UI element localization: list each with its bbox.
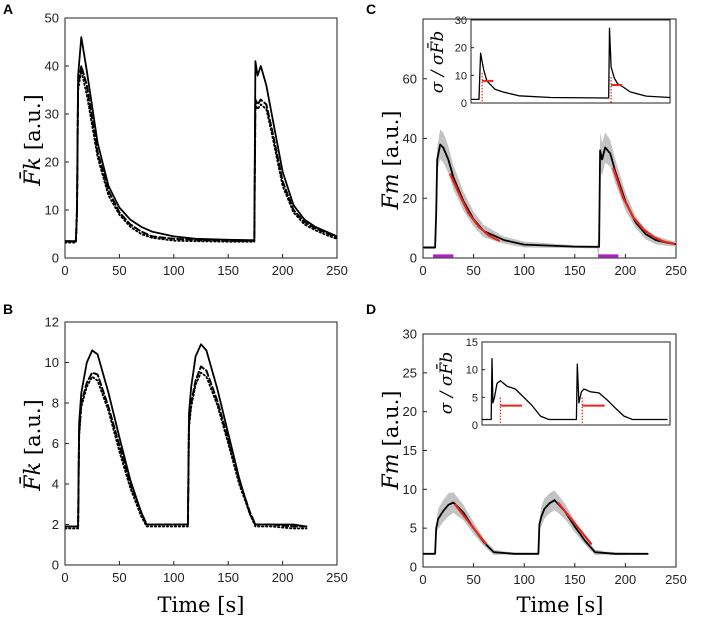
x-tick-label: 100 [513, 572, 535, 587]
y-tick-label: 15 [403, 443, 417, 458]
inset-y-tick-label: 5 [472, 392, 478, 404]
x-tick-label: 150 [564, 263, 586, 278]
x-tick-label: 250 [326, 570, 348, 585]
y-tick-label: 20 [45, 155, 59, 170]
inset-y-tick-label: 0 [461, 98, 467, 110]
y-tick-label: 20 [403, 191, 417, 206]
y-tick-label: 0 [410, 251, 417, 266]
x-tick-label: 150 [217, 570, 239, 585]
inset-y-axis-label: σ / σF̄b [426, 31, 448, 93]
data-layer [423, 129, 676, 258]
x-tick-label: 0 [61, 263, 68, 278]
y-tick-label: 4 [52, 477, 59, 492]
y-tick-label: 60 [403, 71, 417, 86]
inset-data-layer [471, 27, 670, 103]
panel-label: A [3, 1, 13, 17]
x-tick-label: 100 [513, 263, 535, 278]
inset-series-ratio [482, 357, 668, 421]
y-tick-label: 0 [410, 560, 417, 575]
panel-c: C 0 50 100 150 200 250 0 20 40 60 Fm [a.u.] 0 10 20 30 σ… [366, 1, 687, 278]
panel-b: B 0 50 100 150 200 250 0 2 4 6 8 10 12 F̄k [a.u.] Time … [3, 301, 348, 617]
inset-data-layer [482, 357, 668, 425]
x-tick-label: 50 [112, 570, 126, 585]
series-dashed [65, 365, 308, 528]
y-tick-label: 8 [52, 396, 59, 411]
inset-y-tick-label: 10 [466, 365, 478, 377]
inset-y-tick-label: 15 [466, 337, 478, 349]
panel-label: C [366, 1, 376, 17]
x-tick-label: 250 [326, 263, 348, 278]
y-tick-label: 6 [52, 436, 59, 451]
y-tick-label: 2 [52, 517, 59, 532]
series-mean [423, 499, 649, 555]
y-tick-label: 0 [52, 558, 59, 573]
series-solid [65, 36, 337, 243]
x-tick-label: 200 [272, 570, 294, 585]
x-tick-label: 200 [615, 572, 637, 587]
inset-y-tick-label: 20 [455, 43, 467, 55]
series-dotted [65, 69, 337, 244]
x-tick-label: 200 [272, 263, 294, 278]
plot-frame [64, 17, 338, 259]
x-tick-label: 100 [163, 263, 185, 278]
x-tick-label: 0 [419, 263, 426, 278]
x-axis-label: Time [s] [517, 593, 604, 617]
y-tick-label: 25 [403, 365, 417, 380]
series-dashed [65, 65, 337, 243]
y-tick-label: 5 [410, 521, 417, 536]
x-tick-label: 250 [665, 572, 687, 587]
series-exp_fit_2 [612, 167, 676, 245]
x-tick-label: 50 [466, 572, 480, 587]
inset-d: 0 5 10 15 σ / σF̄b [435, 337, 671, 432]
inset-c: 0 10 20 30 σ / σF̄b [426, 15, 671, 110]
panel-a: A 0 50 100 150 200 250 0 10 20 30 40 50 F̄k [a.u.] [3, 1, 348, 278]
y-axis-label: F̄k [a.u.] [19, 399, 46, 491]
x-tick-label: 50 [466, 263, 480, 278]
data-layer [65, 36, 337, 244]
x-tick-label: 200 [615, 263, 637, 278]
inset-frame [470, 19, 671, 104]
data-layer [423, 490, 649, 556]
y-tick-label: 40 [403, 131, 417, 146]
panel-label: D [366, 301, 376, 317]
y-axis-label: Fm [a.u.] [379, 391, 404, 491]
x-tick-label: 0 [61, 570, 68, 585]
x-tick-label: 150 [564, 572, 586, 587]
y-axis-label: Fm [a.u.] [379, 111, 404, 211]
series-dotted [65, 371, 308, 530]
x-tick-label: 250 [665, 263, 687, 278]
y-tick-label: 30 [45, 107, 59, 122]
y-tick-label: 0 [52, 251, 59, 266]
inset-y-tick-label: 0 [472, 420, 478, 432]
x-tick-label: 100 [163, 570, 185, 585]
x-tick-label: 0 [419, 572, 426, 587]
series-linear_fit_1 [454, 503, 487, 545]
series-exp_fit_1 [449, 173, 500, 242]
y-tick-label: 20 [403, 404, 417, 419]
series-linear_fit_2 [557, 502, 593, 545]
y-tick-label: 10 [45, 203, 59, 218]
y-tick-label: 50 [45, 11, 59, 26]
sd-band [423, 490, 648, 556]
y-tick-label: 10 [403, 482, 417, 497]
inset-y-tick-label: 10 [455, 70, 467, 82]
y-tick-label: 40 [45, 59, 59, 74]
inset-y-tick-label: 30 [455, 15, 467, 27]
x-axis-label: Time [s] [158, 593, 245, 617]
panel-label: B [3, 301, 13, 317]
x-tick-label: 150 [217, 263, 239, 278]
y-tick-label: 10 [45, 355, 59, 370]
y-axis-label: F̄k [a.u.] [19, 94, 46, 186]
y-tick-label: 12 [45, 315, 59, 330]
x-tick-label: 50 [112, 263, 126, 278]
inset-y-axis-label: σ / σF̄b [435, 352, 457, 414]
data-layer [65, 343, 308, 530]
y-tick-label: 30 [403, 327, 417, 342]
